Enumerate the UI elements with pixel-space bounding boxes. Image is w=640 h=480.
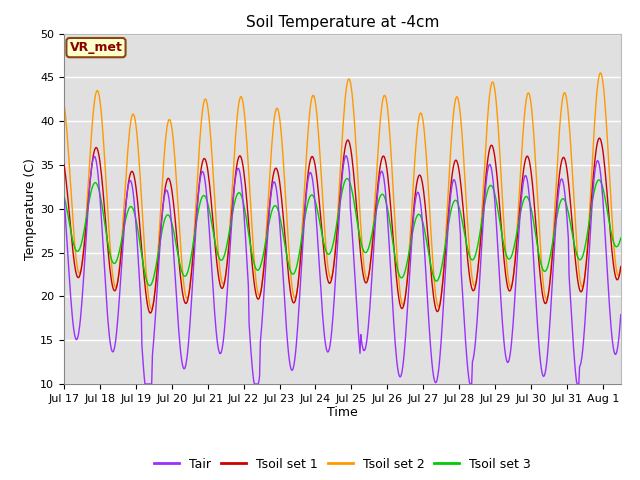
X-axis label: Time: Time bbox=[327, 407, 358, 420]
Legend: Tair, Tsoil set 1, Tsoil set 2, Tsoil set 3: Tair, Tsoil set 1, Tsoil set 2, Tsoil se… bbox=[148, 453, 536, 476]
Y-axis label: Temperature (C): Temperature (C) bbox=[24, 158, 37, 260]
Title: Soil Temperature at -4cm: Soil Temperature at -4cm bbox=[246, 15, 439, 30]
Text: VR_met: VR_met bbox=[70, 41, 122, 54]
